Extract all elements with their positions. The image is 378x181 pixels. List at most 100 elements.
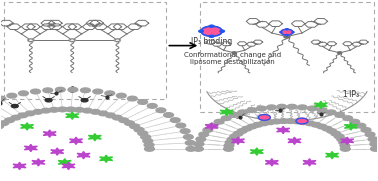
FancyBboxPatch shape [200,3,373,112]
Circle shape [11,115,21,120]
Polygon shape [66,112,79,119]
Circle shape [203,128,213,132]
Circle shape [5,118,14,123]
Circle shape [370,142,378,146]
Circle shape [93,89,103,94]
Text: IP₃ binding: IP₃ binding [191,37,232,46]
Circle shape [220,30,225,32]
Circle shape [253,122,263,127]
Circle shape [337,137,347,142]
Circle shape [281,29,293,35]
Polygon shape [344,123,358,130]
Circle shape [196,137,206,142]
Circle shape [116,93,126,98]
Circle shape [127,96,137,101]
Circle shape [277,104,287,109]
Circle shape [28,39,34,41]
Circle shape [7,93,17,98]
Circle shape [338,52,342,54]
Circle shape [327,129,336,133]
Circle shape [257,106,266,111]
Circle shape [334,134,344,139]
Circle shape [201,26,222,36]
Circle shape [81,99,88,102]
Circle shape [19,91,28,96]
Circle shape [66,107,76,112]
Polygon shape [20,123,34,130]
Polygon shape [341,137,354,144]
Circle shape [25,111,35,116]
Circle shape [176,123,186,128]
Circle shape [115,39,121,42]
Circle shape [356,123,366,128]
Circle shape [307,106,317,111]
Circle shape [335,113,345,117]
Circle shape [297,105,307,110]
Text: Conformational change and
liposome destabilization: Conformational change and liposome desta… [184,52,281,65]
Polygon shape [231,137,245,144]
Polygon shape [100,155,113,162]
Circle shape [209,35,214,37]
Circle shape [57,107,67,112]
Polygon shape [51,148,64,155]
Circle shape [227,137,237,142]
Circle shape [180,129,190,133]
Circle shape [296,118,308,124]
Polygon shape [205,123,218,130]
Circle shape [0,96,6,101]
Polygon shape [32,159,45,166]
Circle shape [258,115,270,120]
Circle shape [229,113,239,117]
Circle shape [170,118,180,122]
Circle shape [232,52,236,54]
Circle shape [147,104,157,108]
Circle shape [247,124,257,129]
Circle shape [339,140,349,145]
Circle shape [199,132,209,137]
Circle shape [285,119,295,123]
Polygon shape [265,159,278,166]
Polygon shape [288,137,301,144]
Text: 1·IP₃: 1·IP₃ [342,90,359,99]
Circle shape [31,89,40,94]
Circle shape [28,39,34,42]
Circle shape [49,108,59,112]
Circle shape [186,147,196,151]
Circle shape [183,135,193,139]
Polygon shape [77,151,90,159]
Circle shape [237,129,247,133]
Circle shape [368,137,378,142]
Circle shape [138,131,148,136]
Circle shape [41,108,51,113]
Circle shape [225,140,235,145]
Circle shape [115,39,120,41]
Circle shape [230,134,240,139]
Circle shape [74,108,84,112]
Circle shape [130,124,139,129]
Polygon shape [277,126,290,134]
Circle shape [105,113,115,118]
Circle shape [266,105,276,110]
Circle shape [272,119,282,124]
Circle shape [11,104,18,108]
Circle shape [350,119,359,124]
Circle shape [214,119,224,124]
Circle shape [370,147,378,151]
Circle shape [98,111,108,116]
Circle shape [317,124,327,129]
Circle shape [265,120,275,125]
Polygon shape [43,130,56,137]
Circle shape [144,143,154,147]
Circle shape [292,119,302,124]
Polygon shape [13,162,26,170]
Circle shape [144,147,154,151]
Polygon shape [70,137,82,144]
Circle shape [340,143,350,148]
Circle shape [247,108,257,112]
Circle shape [233,131,243,136]
Circle shape [141,135,150,139]
Circle shape [242,126,252,131]
Circle shape [43,88,53,93]
Circle shape [238,110,248,115]
Circle shape [280,32,282,33]
